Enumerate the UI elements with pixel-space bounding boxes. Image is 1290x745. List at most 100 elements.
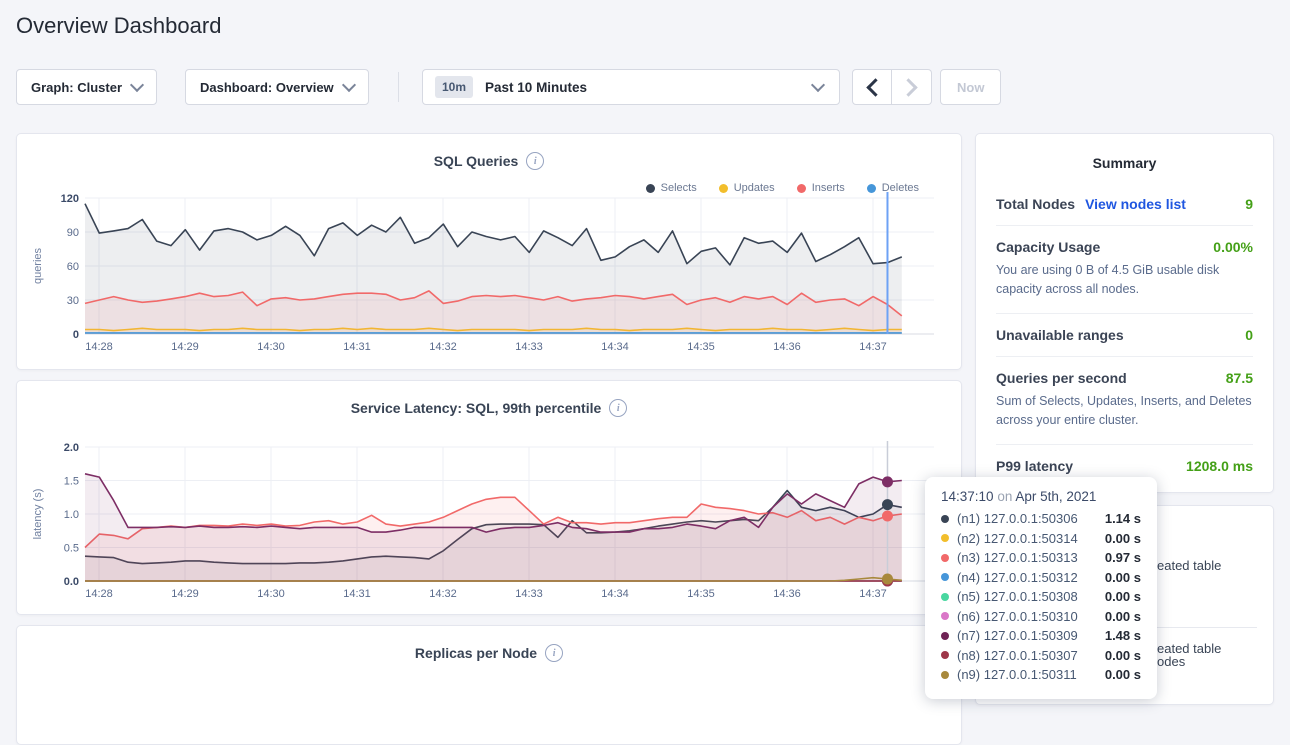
legend-item-deletes[interactable]: Deletes — [866, 182, 919, 194]
tooltip-node-row: (n6) 127.0.0.1:50310 0.00 s — [941, 609, 1141, 624]
svg-text:queries: queries — [32, 247, 44, 284]
p99-latency-value: 1208.0 ms — [1186, 457, 1253, 474]
tooltip-node-value: 0.97 s — [1104, 550, 1141, 565]
svg-text:120: 120 — [61, 193, 79, 205]
node-color-dot-icon — [941, 631, 949, 640]
total-nodes-label: Total Nodes — [996, 196, 1076, 212]
service-latency-card: Service Latency: SQL, 99th percentile i … — [16, 380, 962, 615]
time-forward-button[interactable] — [892, 69, 932, 105]
service-latency-chart[interactable]: 14:28 14:29 14:30 14:31 14:32 14:33 14:34 14:35… — [17, 381, 961, 609]
svg-text:14:32: 14:32 — [429, 341, 457, 353]
tooltip-node-value: 0.00 s — [1104, 608, 1141, 624]
summary-row-total-nodes: Total Nodes View nodes list 9 — [996, 183, 1253, 225]
chevron-down-icon — [341, 77, 356, 93]
replicas-per-node-card: Replicas per Node i — [16, 625, 962, 745]
sql-queries-card: SQL Queries i Selects Updates Inserts Delet… — [16, 133, 962, 370]
svg-text:14:34: 14:34 — [601, 341, 629, 353]
tooltip-node-row: (n5) 127.0.0.1:50308 0.00 s — [941, 589, 1141, 604]
view-nodes-list-link[interactable]: View nodes list — [1085, 196, 1186, 212]
tooltip-timestamp: 14:37:10 on Apr 5th, 2021 — [941, 489, 1097, 504]
summary-card: Summary Total Nodes View nodes list 9 Ca… — [975, 133, 1274, 493]
svg-text:14:33: 14:33 — [515, 588, 543, 600]
tooltip-node-label: (n5) 127.0.0.1:50308 — [957, 589, 1078, 604]
tooltip-node-value: 0.00 s — [1104, 589, 1141, 604]
legend-dot-icon — [866, 183, 876, 193]
svg-text:14:35: 14:35 — [687, 588, 715, 600]
svg-text:14:31: 14:31 — [343, 341, 371, 353]
node-color-dot-icon — [941, 514, 949, 523]
tooltip-node-row: (n1) 127.0.0.1:50306 1.14 s — [941, 511, 1141, 526]
legend-item-inserts[interactable]: Inserts — [796, 182, 845, 194]
tooltip-node-label: (n3) 127.0.0.1:50313 — [957, 550, 1078, 565]
tooltip-node-value: 0.00 s — [1104, 667, 1141, 682]
page-title: Overview Dashboard — [16, 13, 222, 38]
tooltip-node-row: (n4) 127.0.0.1:50312 0.00 s — [941, 570, 1141, 585]
tooltip-node-value: 1.14 s — [1104, 511, 1141, 526]
replicas-per-node-title: Replicas per Node — [414, 645, 538, 661]
unavailable-ranges-label: Unavailable ranges — [996, 326, 1124, 343]
time-back-button[interactable] — [852, 69, 892, 105]
event-text-fragment: odes — [1157, 654, 1186, 669]
legend-item-selects[interactable]: Selects — [645, 182, 697, 194]
tooltip-node-row: (n7) 127.0.0.1:50309 1.48 s — [941, 628, 1141, 643]
svg-text:0: 0 — [73, 329, 79, 341]
summary-row-qps: Queries per second 87.5 Sum of Selects, … — [996, 355, 1253, 444]
total-nodes-value: 9 — [1245, 196, 1253, 212]
svg-text:30: 30 — [67, 295, 79, 307]
tooltip-node-value: 0.00 s — [1104, 530, 1141, 546]
chevron-right-icon — [899, 77, 918, 97]
tooltip-node-label: (n6) 127.0.0.1:50310 — [957, 608, 1078, 624]
legend-dot-icon — [645, 183, 655, 193]
dashboard-dropdown-label: Dashboard: Overview — [200, 79, 334, 95]
queries-per-second-label: Queries per second — [996, 369, 1127, 386]
summary-row-p99: P99 latency 1208.0 ms — [996, 443, 1253, 487]
tooltip-node-label: (n4) 127.0.0.1:50312 — [957, 569, 1078, 585]
summary-row-capacity: Capacity Usage 0.00% You are using 0 B o… — [996, 225, 1253, 313]
node-color-dot-icon — [941, 592, 949, 601]
unavailable-ranges-value: 0 — [1245, 326, 1253, 343]
sql-queries-chart[interactable]: 14:28 14:29 14:30 14:31 14:32 14:33 14:34 14:35… — [17, 134, 961, 364]
dashboard-dropdown[interactable]: Dashboard: Overview — [185, 69, 369, 105]
node-color-dot-icon — [941, 553, 949, 562]
tooltip-node-value: 0.00 s — [1104, 569, 1141, 585]
tooltip-node-value: 0.00 s — [1104, 647, 1141, 663]
chevron-left-icon — [865, 77, 885, 97]
node-color-dot-icon — [941, 534, 949, 542]
node-color-dot-icon — [941, 612, 949, 620]
tooltip-node-row: (n9) 127.0.0.1:50311 0.00 s — [941, 667, 1141, 682]
legend-item-updates[interactable]: Updates — [718, 182, 775, 194]
now-button-label: Now — [957, 79, 985, 95]
info-icon[interactable]: i — [545, 644, 564, 662]
time-nav-group — [852, 69, 932, 105]
tooltip-node-label: (n1) 127.0.0.1:50306 — [957, 511, 1078, 526]
tooltip-node-row: (n8) 127.0.0.1:50307 0.00 s — [941, 648, 1141, 663]
tooltip-node-label: (n2) 127.0.0.1:50314 — [957, 530, 1078, 546]
node-color-dot-icon — [941, 573, 949, 581]
svg-text:14:35: 14:35 — [687, 341, 715, 353]
toolbar-divider — [398, 72, 399, 102]
graph-dropdown[interactable]: Graph: Cluster — [16, 69, 158, 105]
now-button[interactable]: Now — [940, 69, 1002, 105]
svg-text:14:36: 14:36 — [773, 341, 801, 353]
svg-text:latency (s): latency (s) — [32, 489, 44, 540]
tooltip-node-label: (n7) 127.0.0.1:50309 — [957, 628, 1078, 643]
service-latency-title: Service Latency: SQL, 99th percentile — [350, 400, 602, 416]
events-divider — [1157, 627, 1257, 628]
time-range-badge: 10m — [435, 76, 474, 98]
summary-row-unavailable-ranges: Unavailable ranges 0 — [996, 312, 1253, 356]
capacity-usage-label: Capacity Usage — [996, 239, 1101, 255]
svg-text:14:37: 14:37 — [859, 341, 887, 353]
svg-text:14:33: 14:33 — [515, 341, 543, 353]
info-icon[interactable]: i — [526, 152, 545, 170]
queries-per-second-desc: Sum of Selects, Updates, Inserts, and De… — [996, 393, 1252, 428]
time-range-selector[interactable]: 10m Past 10 Minutes — [422, 69, 840, 105]
svg-text:14:30: 14:30 — [257, 341, 285, 353]
chart-hover-tooltip: 14:37:10 on Apr 5th, 2021 (n1) 127.0.0.1… — [925, 477, 1157, 699]
svg-text:2.0: 2.0 — [64, 442, 79, 454]
svg-text:14:37: 14:37 — [859, 588, 887, 600]
svg-text:14:32: 14:32 — [429, 588, 457, 600]
info-icon[interactable]: i — [609, 399, 628, 417]
node-color-dot-icon — [941, 651, 949, 659]
svg-text:60: 60 — [67, 261, 79, 273]
svg-text:14:29: 14:29 — [171, 588, 199, 600]
